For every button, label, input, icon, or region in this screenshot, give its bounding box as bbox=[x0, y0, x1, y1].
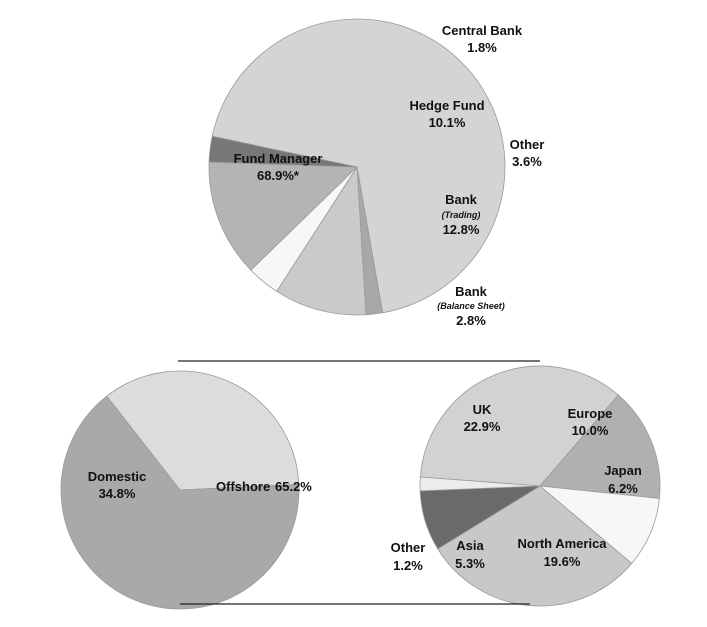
pie-slice-north-america-3 bbox=[437, 485, 633, 607]
pie-slice-hedge-fund-2 bbox=[276, 165, 367, 316]
value-central-bank: 1.8% bbox=[467, 40, 497, 55]
label-offshore: Offshore bbox=[216, 479, 270, 494]
pie-slice-other-5 bbox=[419, 476, 541, 492]
value-other-investor: 3.6% bbox=[512, 154, 542, 169]
value-bank-balance-sheet: 2.8% bbox=[456, 313, 486, 328]
sublabel-bank-balance-sheet: (Balance Sheet) bbox=[437, 301, 505, 311]
label-bank-balance-sheet: Bank bbox=[455, 284, 488, 299]
pie-slice-fund-manager-0 bbox=[211, 18, 506, 314]
label-uk: UK bbox=[473, 402, 492, 417]
label-asia: Asia bbox=[456, 538, 484, 553]
value-asia: 5.3% bbox=[455, 556, 485, 571]
label-europe: Europe bbox=[568, 406, 613, 421]
label-other-investor: Other bbox=[510, 137, 545, 152]
label-fund-manager: Fund Manager bbox=[234, 151, 323, 166]
label-bank-trading: Bank bbox=[445, 192, 478, 207]
label-other-region: Other bbox=[391, 540, 426, 555]
offshore-region-pie-chart bbox=[419, 365, 661, 607]
pie-slice-offshore-1 bbox=[60, 395, 300, 610]
label-domestic: Domestic bbox=[88, 469, 147, 484]
investor-type-pie-chart bbox=[208, 18, 506, 316]
label-north-america: North America bbox=[517, 536, 607, 551]
value-bank-trading: 12.8% bbox=[443, 222, 480, 237]
pie-slice-bank-balance-sheet-5 bbox=[208, 135, 358, 168]
value-japan: 6.2% bbox=[608, 481, 638, 496]
pie-slice-bank-trading-4 bbox=[208, 161, 358, 271]
value-hedge-fund: 10.1% bbox=[429, 115, 466, 130]
pie-slice-europe-1 bbox=[539, 394, 661, 499]
label-hedge-fund: Hedge Fund bbox=[409, 98, 484, 113]
value-other-region: 1.2% bbox=[393, 558, 423, 573]
value-europe: 10.0% bbox=[572, 423, 609, 438]
value-uk: 22.9% bbox=[464, 419, 501, 434]
value-north-america: 19.6% bbox=[544, 554, 581, 569]
slice-labels: Fund Manager 68.9%* Central Bank 1.8% He… bbox=[88, 23, 642, 573]
value-domestic: 34.8% bbox=[99, 486, 136, 501]
domestic-offshore-pie-chart bbox=[60, 370, 300, 610]
label-japan: Japan bbox=[604, 463, 642, 478]
label-central-bank: Central Bank bbox=[442, 23, 523, 38]
breakdown-connector-lines bbox=[178, 360, 540, 605]
pie-slice-uk-0 bbox=[419, 365, 619, 487]
sublabel-bank-trading: (Trading) bbox=[442, 210, 481, 220]
value-offshore: 65.2% bbox=[275, 479, 312, 494]
pie-slice-domestic-0 bbox=[106, 370, 300, 491]
value-fund-manager: 68.9%* bbox=[257, 168, 300, 183]
